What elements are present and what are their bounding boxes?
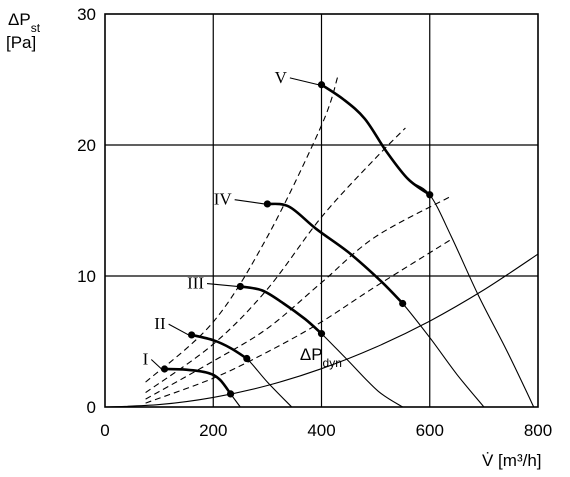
fan-curve-operating-II bbox=[190, 333, 249, 360]
operating-point bbox=[263, 200, 271, 208]
grid bbox=[104, 13, 539, 408]
label-leader-line bbox=[168, 323, 189, 336]
fan-curve-label-IV: IV bbox=[214, 190, 233, 209]
system-curve bbox=[145, 195, 452, 400]
fan-curve-V bbox=[321, 84, 535, 408]
x-tick-label: 0 bbox=[100, 421, 109, 440]
label-leader-line bbox=[289, 77, 319, 86]
label-leader-line bbox=[150, 359, 162, 370]
system-curve bbox=[145, 238, 452, 404]
y-tick-label: 10 bbox=[77, 267, 96, 286]
x-tick-label: 400 bbox=[307, 421, 335, 440]
y-tick-label: 0 bbox=[87, 398, 96, 417]
operating-point bbox=[160, 365, 169, 373]
y-axis-title-sub: st bbox=[31, 21, 41, 35]
fan-curve-label-V: V bbox=[275, 68, 288, 87]
label-leader-line bbox=[206, 283, 238, 288]
operating-point bbox=[188, 331, 196, 339]
system-curve bbox=[145, 127, 406, 394]
y-axis-title: ΔPst bbox=[8, 10, 41, 35]
y-tick-label: 30 bbox=[77, 5, 96, 24]
y-axis-unit: [Pa] bbox=[6, 33, 36, 52]
y-tick-label: 20 bbox=[77, 136, 96, 155]
fan-curve-operating-IV bbox=[266, 202, 404, 305]
operating-point bbox=[399, 299, 407, 308]
x-axis-title: V̇ [m³/h] bbox=[482, 451, 542, 470]
operating-point bbox=[236, 282, 244, 291]
dynamic-pressure-label-sub: dyn bbox=[323, 356, 342, 370]
fan-curve-I bbox=[164, 368, 241, 408]
operating-point bbox=[317, 81, 326, 89]
operating-point bbox=[317, 330, 326, 338]
label-leader-line bbox=[234, 199, 265, 205]
operating-point bbox=[426, 191, 434, 199]
fan-curve-II bbox=[191, 334, 293, 408]
x-tick-label: 200 bbox=[199, 421, 227, 440]
curves bbox=[104, 76, 539, 408]
fan-curve-operating-III bbox=[239, 285, 323, 335]
x-tick-label: 600 bbox=[416, 421, 444, 440]
x-tick-label: 800 bbox=[524, 421, 552, 440]
fan-curve-operating-V bbox=[320, 83, 432, 197]
dynamic-pressure-label-main: ΔP bbox=[300, 345, 323, 364]
fan-curve-label-III: III bbox=[187, 274, 204, 293]
operating-point bbox=[243, 354, 251, 363]
dynamic-pressure-label: ΔPdyn bbox=[300, 345, 342, 370]
system-curve bbox=[145, 76, 339, 383]
y-axis-title-main: ΔP bbox=[8, 10, 31, 29]
plot-frame bbox=[104, 13, 539, 408]
fan-curve-label-II: II bbox=[154, 314, 166, 333]
fan-curve-label-I: I bbox=[143, 350, 149, 369]
dynamic-pressure-curve bbox=[104, 253, 539, 408]
operating-point bbox=[226, 390, 235, 398]
fan-curve-operating-I bbox=[163, 367, 232, 396]
